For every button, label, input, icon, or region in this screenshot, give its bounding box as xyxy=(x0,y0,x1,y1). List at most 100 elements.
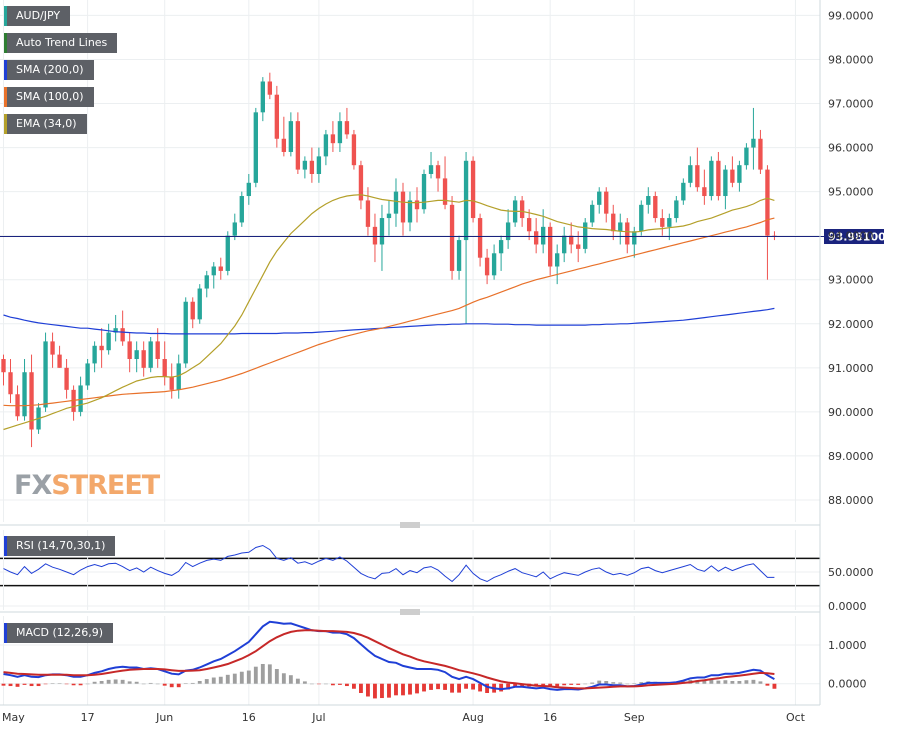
legend-auto-trend-lines[interactable]: Auto Trend Lines xyxy=(4,33,118,53)
candle xyxy=(547,222,553,276)
candle-body xyxy=(526,218,532,232)
candle xyxy=(253,107,258,188)
legend-sma100[interactable]: SMA (100,0) xyxy=(4,87,94,107)
legend-sma200[interactable]: SMA (200,0) xyxy=(4,60,94,80)
candle-body xyxy=(330,134,336,144)
candle-body xyxy=(267,81,273,95)
macd-histogram-bar xyxy=(576,683,581,685)
candle-body xyxy=(344,121,350,135)
rsi-panel-grid xyxy=(0,530,820,610)
panel-dividers xyxy=(0,0,821,706)
candle-body xyxy=(533,231,539,245)
macd-histogram-bar xyxy=(50,683,55,684)
candle-body xyxy=(547,226,553,267)
candle-body xyxy=(120,328,125,342)
macd-histogram-bar xyxy=(513,683,518,688)
macd-histogram-bar xyxy=(232,673,237,684)
candle xyxy=(232,213,237,241)
candle xyxy=(498,235,504,271)
legend-audjpy[interactable]: AUD/JPY xyxy=(4,6,71,26)
sma200-line xyxy=(3,307,775,335)
candle xyxy=(372,213,378,263)
candle-body xyxy=(491,253,497,276)
candle xyxy=(155,328,160,368)
candle-body xyxy=(323,134,329,157)
candle xyxy=(183,297,188,368)
candle-body xyxy=(1,359,6,373)
candle-body xyxy=(484,257,490,276)
candle xyxy=(758,129,763,174)
macd-histogram-bar xyxy=(36,683,41,687)
price-axis-label: 92.0000 xyxy=(828,318,874,331)
price-axis-label: 95.0000 xyxy=(828,186,874,199)
macd-histogram-bar xyxy=(22,683,27,685)
candle-body xyxy=(386,213,392,219)
candle xyxy=(218,257,223,280)
x-axis-label: 16 xyxy=(543,711,557,724)
price-axis-label: 96.0000 xyxy=(828,142,874,155)
candle-body xyxy=(632,231,637,245)
candle-body xyxy=(106,332,111,351)
x-axis-label: Aug xyxy=(462,711,483,724)
current-price-label: 93.98100 xyxy=(828,231,886,244)
candle xyxy=(43,332,48,412)
candle xyxy=(400,182,406,236)
candle-body xyxy=(141,350,146,368)
candle xyxy=(260,77,265,122)
candle-body xyxy=(57,354,62,368)
candle-body xyxy=(155,341,160,360)
candle-body xyxy=(183,301,188,364)
macd-histogram-bar xyxy=(604,681,609,684)
macd-histogram-bar xyxy=(422,683,426,692)
macd-histogram-bar xyxy=(737,681,742,684)
candle-body xyxy=(99,345,104,351)
candle xyxy=(50,332,55,368)
candle xyxy=(533,218,539,254)
candle xyxy=(569,222,574,254)
candle-body xyxy=(365,200,371,227)
candle xyxy=(267,72,273,100)
candle-body xyxy=(555,253,560,267)
legend-rsi[interactable]: RSI (14,70,30,1) xyxy=(4,536,116,556)
candle-body xyxy=(162,359,167,377)
legend-label-audjpy: AUD/JPY xyxy=(16,9,61,22)
macd-histogram-bar xyxy=(155,683,160,685)
panel-resize-handle[interactable] xyxy=(400,522,420,528)
candle xyxy=(365,187,371,236)
candle-body xyxy=(639,204,644,232)
macd-histogram-bar xyxy=(541,683,546,686)
price-axis-label: 98.0000 xyxy=(828,53,874,66)
candle-body xyxy=(590,204,595,223)
candle-body xyxy=(681,182,686,201)
macd-histogram-bar xyxy=(744,680,749,684)
candle xyxy=(225,231,230,276)
candle xyxy=(674,196,679,223)
candle xyxy=(134,341,139,373)
candle xyxy=(92,341,97,373)
macd-histogram-bar xyxy=(267,664,272,684)
legend-macd[interactable]: MACD (12,26,9) xyxy=(4,623,114,643)
panel-resize-handle[interactable] xyxy=(400,609,420,615)
candle xyxy=(176,354,181,399)
legend-ema34[interactable]: EMA (34,0) xyxy=(4,114,87,134)
candle-body xyxy=(176,363,181,390)
macd-histogram-bar xyxy=(246,670,251,684)
candle-body xyxy=(337,121,343,144)
fxstreet-logo: FXSTREET xyxy=(14,470,160,501)
candle-body xyxy=(281,138,287,152)
current-price-tag-bg xyxy=(824,229,884,245)
macd-histogram-bar xyxy=(281,673,286,684)
candle xyxy=(127,332,132,373)
candle-body xyxy=(246,182,251,197)
candle-body xyxy=(576,244,581,249)
macd-histogram-bar xyxy=(702,681,707,684)
macd-histogram-bar xyxy=(162,683,167,686)
macd-histogram-bar xyxy=(141,683,146,685)
candle-body xyxy=(751,138,756,148)
candle xyxy=(526,209,532,241)
candle xyxy=(141,341,146,377)
macd-histogram-bar xyxy=(127,681,132,684)
macd-histogram-bar xyxy=(134,681,139,684)
macd-histogram-bar xyxy=(92,681,97,684)
